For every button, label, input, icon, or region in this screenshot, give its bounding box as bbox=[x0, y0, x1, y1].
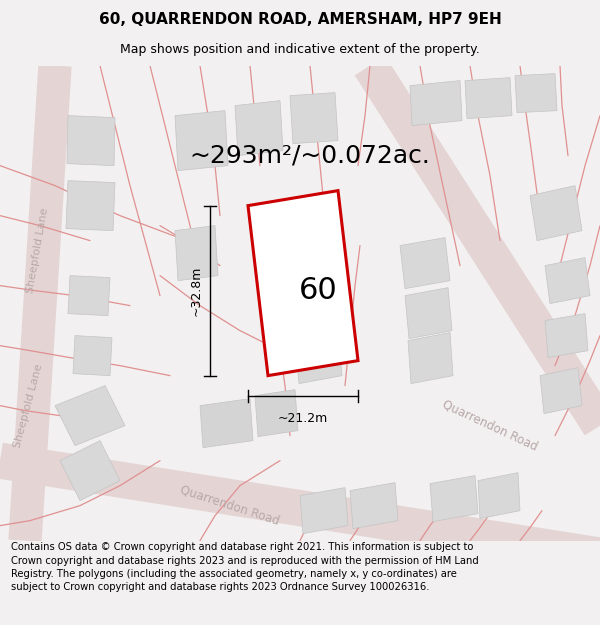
Polygon shape bbox=[255, 389, 298, 437]
Polygon shape bbox=[478, 472, 520, 519]
Polygon shape bbox=[430, 476, 478, 522]
Polygon shape bbox=[465, 78, 512, 119]
Polygon shape bbox=[248, 191, 358, 376]
Polygon shape bbox=[545, 314, 588, 358]
Polygon shape bbox=[350, 482, 398, 529]
Polygon shape bbox=[73, 336, 112, 376]
Polygon shape bbox=[405, 288, 452, 339]
Polygon shape bbox=[300, 488, 348, 534]
Polygon shape bbox=[540, 368, 582, 414]
Text: 60: 60 bbox=[299, 276, 337, 305]
Polygon shape bbox=[530, 186, 582, 241]
Polygon shape bbox=[295, 328, 342, 384]
Text: Map shows position and indicative extent of the property.: Map shows position and indicative extent… bbox=[120, 42, 480, 56]
Text: Sheepfold Lane: Sheepfold Lane bbox=[12, 362, 44, 449]
Polygon shape bbox=[290, 92, 338, 144]
Text: Sheepfold Lane: Sheepfold Lane bbox=[26, 207, 50, 294]
Polygon shape bbox=[200, 399, 253, 448]
Polygon shape bbox=[410, 81, 462, 126]
Text: 60, QUARRENDON ROAD, AMERSHAM, HP7 9EH: 60, QUARRENDON ROAD, AMERSHAM, HP7 9EH bbox=[98, 12, 502, 27]
Text: ~21.2m: ~21.2m bbox=[278, 412, 328, 424]
Polygon shape bbox=[235, 101, 283, 156]
Polygon shape bbox=[515, 74, 557, 112]
Polygon shape bbox=[66, 181, 115, 231]
Polygon shape bbox=[545, 258, 590, 304]
Polygon shape bbox=[175, 226, 218, 281]
Polygon shape bbox=[55, 386, 125, 446]
Polygon shape bbox=[175, 111, 228, 171]
Text: Quarrendon Road: Quarrendon Road bbox=[440, 398, 540, 453]
Text: Contains OS data © Crown copyright and database right 2021. This information is : Contains OS data © Crown copyright and d… bbox=[11, 542, 479, 592]
Text: ~32.8m: ~32.8m bbox=[190, 266, 203, 316]
Polygon shape bbox=[67, 116, 115, 166]
Polygon shape bbox=[400, 238, 450, 289]
Polygon shape bbox=[68, 276, 110, 316]
Polygon shape bbox=[290, 278, 340, 334]
Polygon shape bbox=[408, 332, 453, 384]
Text: Quarrendon Road: Quarrendon Road bbox=[179, 483, 281, 528]
Text: ~293m²/~0.072ac.: ~293m²/~0.072ac. bbox=[190, 144, 430, 168]
Polygon shape bbox=[60, 441, 120, 501]
